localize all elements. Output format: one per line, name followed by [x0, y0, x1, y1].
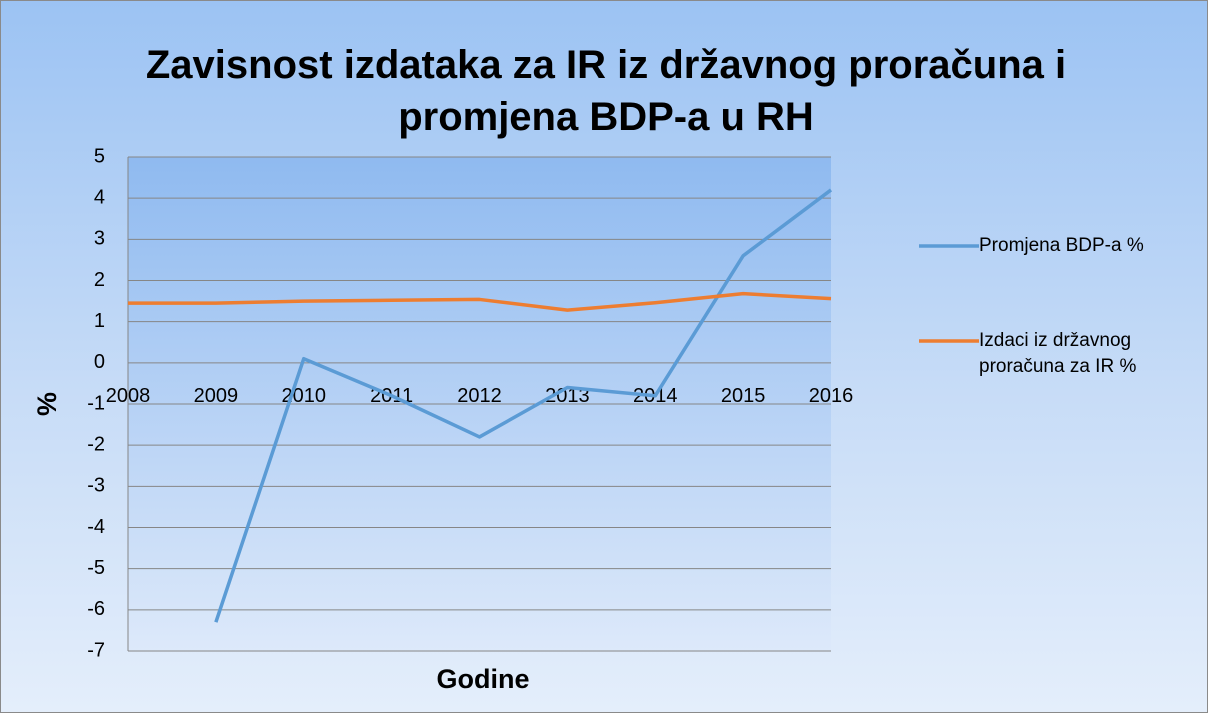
series-line	[128, 291, 832, 312]
y-tick-label: 5	[94, 145, 105, 167]
legend-label: Promjena BDP-a %	[979, 235, 1144, 256]
x-tick-label: 2008	[106, 385, 151, 407]
x-tick-label: 2013	[545, 385, 590, 407]
y-tick-label: -1	[87, 392, 105, 414]
x-tick-label: 2012	[457, 385, 502, 407]
y-tick-label: 3	[94, 228, 105, 250]
y-tick-label: 4	[94, 186, 105, 208]
y-tick-label: -2	[87, 433, 105, 455]
y-tick-label: -4	[87, 516, 105, 538]
y-tick-label: -7	[87, 639, 105, 661]
x-tick-label: 2009	[194, 385, 239, 407]
legend-label: Izdaci iz državnog proračuna za IR %	[979, 330, 1137, 377]
y-tick-label: 1	[94, 310, 105, 332]
y-tick-label: 2	[94, 269, 105, 291]
y-tick-label: 0	[94, 351, 105, 373]
y-tick-label: -3	[87, 475, 105, 497]
y-axis-title: %	[32, 392, 62, 416]
y-tick-label: -6	[87, 598, 105, 620]
chart-title: Zavisnost izdataka za IR iz državnog pro…	[145, 43, 1067, 139]
series-line	[214, 188, 833, 623]
y-tick-label: -5	[87, 557, 105, 579]
x-tick-label: 2016	[809, 385, 854, 407]
x-axis-title: Godine	[437, 664, 530, 694]
x-tick-label: 2015	[721, 385, 766, 407]
